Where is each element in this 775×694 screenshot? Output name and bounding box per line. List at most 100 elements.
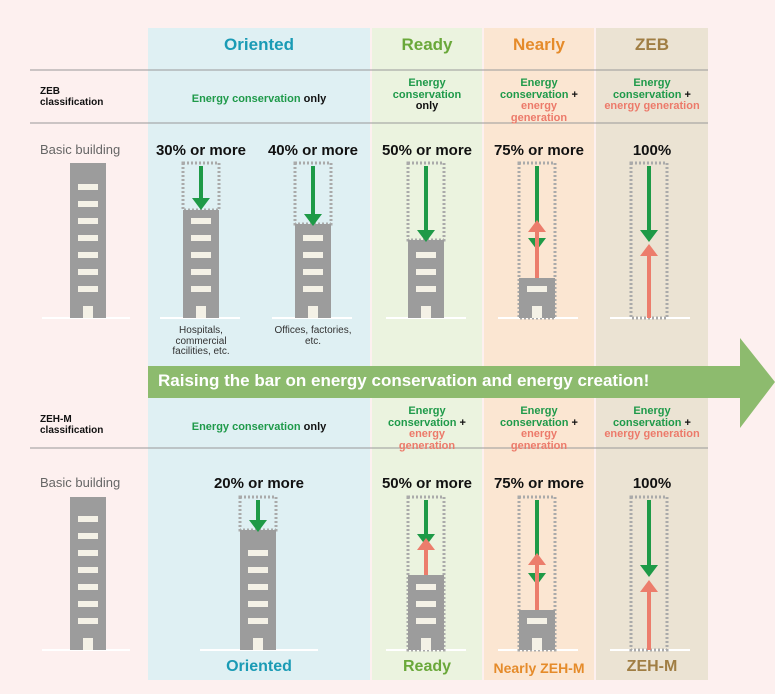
generation-text: energy generation — [510, 100, 568, 124]
conservation-text: Energy conservation — [191, 421, 301, 433]
classification-cell: Energy conservation + energy generation — [380, 405, 474, 452]
level: 100% — [632, 475, 672, 492]
window — [416, 252, 436, 258]
classification-cell: Energy conservation only — [156, 93, 362, 106]
column-title: Ready — [401, 35, 453, 54]
window — [191, 269, 211, 275]
level: 50% or more — [381, 475, 473, 492]
window — [191, 252, 211, 258]
arrow-head — [304, 214, 322, 226]
outline — [238, 495, 278, 532]
classification-label: ZEH-M classification — [40, 414, 104, 436]
conservation-text: Energy conservation — [191, 93, 301, 105]
caption: Offices, factories, etc. — [274, 325, 352, 347]
classification-cell: Energy conservation + energy generation — [604, 77, 700, 113]
window — [78, 252, 98, 258]
conservation-text: Energy conservation — [388, 405, 457, 429]
arrow-head — [249, 520, 267, 532]
outline — [293, 161, 333, 226]
window — [248, 550, 268, 556]
arrow-head — [528, 220, 546, 232]
joiner-text: + — [684, 416, 691, 429]
door — [532, 306, 542, 318]
window — [303, 252, 323, 258]
window — [416, 601, 436, 607]
level: 75% or more — [493, 142, 585, 159]
arrow-head — [192, 198, 210, 210]
door — [253, 638, 263, 650]
arrow-head — [417, 230, 435, 242]
generation-text: energy generation — [604, 428, 700, 441]
classification-cell: Energy conservation only — [156, 421, 362, 434]
joiner-text: only — [303, 93, 327, 105]
level: 50% or more — [381, 142, 473, 159]
window — [303, 269, 323, 275]
window — [78, 286, 98, 292]
arrow-head — [640, 565, 658, 577]
joiner-text: only — [303, 421, 327, 433]
joiner-text: + — [459, 416, 466, 429]
conservation-text: Energy conservation — [500, 405, 569, 429]
level: 30% or more — [155, 142, 247, 159]
joiner-text: + — [684, 88, 691, 101]
window — [191, 286, 211, 292]
window — [78, 533, 98, 539]
door — [196, 306, 206, 318]
door — [532, 638, 542, 650]
window — [191, 218, 211, 224]
door — [308, 306, 318, 318]
window — [78, 584, 98, 590]
window — [78, 516, 98, 522]
banner-text: Raising the bar on energy conservation a… — [158, 371, 650, 390]
building — [70, 497, 106, 650]
classification-cell: Energy conservation + energy generation — [492, 77, 586, 124]
buildings — [42, 161, 690, 652]
classification-label: ZEB classification — [40, 86, 104, 108]
conservation-text: Energy conservation — [392, 77, 462, 101]
basic-label: Basic building — [40, 142, 121, 157]
arrow-head — [528, 553, 546, 565]
joiner-text: + — [571, 416, 578, 429]
column-title: Oriented — [224, 35, 294, 54]
outline — [629, 495, 669, 652]
footer-label: ZEH-M — [626, 658, 678, 675]
door — [83, 638, 93, 650]
window — [78, 601, 98, 607]
window — [416, 286, 436, 292]
door — [83, 306, 93, 318]
window — [78, 618, 98, 624]
window — [78, 201, 98, 207]
arrow-head — [640, 230, 658, 242]
generation-text: energy generation — [398, 428, 456, 452]
window — [78, 550, 98, 556]
footer-label: Ready — [402, 658, 452, 675]
column-title: Nearly — [513, 35, 565, 54]
building — [183, 210, 219, 318]
classification-cell: Energy conservation + energy generation — [492, 405, 586, 452]
window — [416, 584, 436, 590]
joiner-text: + — [571, 88, 578, 101]
outline — [517, 495, 557, 652]
conservation-text: Energy conservation — [613, 77, 682, 101]
window — [78, 235, 98, 241]
level: 20% or more — [213, 475, 305, 492]
arrow-head — [417, 538, 435, 550]
window — [78, 218, 98, 224]
window — [303, 235, 323, 241]
outline — [406, 495, 446, 652]
window — [303, 286, 323, 292]
footer-label: Oriented — [226, 658, 292, 675]
window — [248, 601, 268, 607]
arrow-head — [640, 244, 658, 256]
level: 75% or more — [493, 475, 585, 492]
window — [191, 235, 211, 241]
joiner-text: only — [415, 100, 439, 113]
generation-text: energy generation — [604, 100, 700, 113]
conservation-text: Energy conservation — [613, 405, 682, 429]
level: 40% or more — [267, 142, 359, 159]
classification-cell: Energy conservation only — [380, 77, 474, 113]
outline — [406, 161, 446, 242]
banner-arrow — [148, 338, 775, 428]
